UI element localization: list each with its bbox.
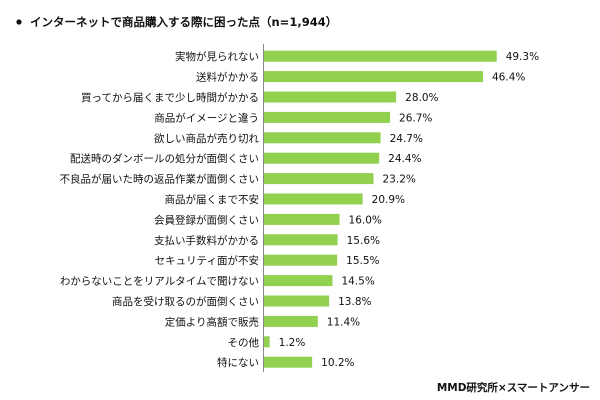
bar-value-label: 1.2%: [279, 337, 306, 349]
bars-group: 実物が見られない 49.3% 送料がかかる 46.4% 買ってから届くまで少し時間がかか…: [60, 50, 540, 369]
bar: [264, 254, 338, 266]
bar-value-label: 20.9%: [372, 194, 405, 206]
category-label: 配送時のダンボールの処分が面倒くさい: [70, 152, 259, 165]
bar: [264, 173, 374, 185]
bar: [264, 275, 333, 287]
category-label: 支払い手数料がかかる: [154, 234, 259, 247]
bar: [264, 234, 338, 246]
bar-value-label: 28.0%: [405, 92, 438, 104]
bar: [264, 71, 484, 83]
bar-value-label: 49.3%: [506, 51, 539, 63]
bar-value-label: 23.2%: [383, 174, 416, 186]
bar-value-label: 15.5%: [346, 255, 379, 267]
title-bullet: [16, 19, 22, 25]
category-label: 買ってから届くまで少し時間がかかる: [81, 91, 259, 104]
bar-value-label: 26.7%: [399, 112, 432, 124]
bar-value-label: 14.5%: [341, 276, 374, 288]
bar: [264, 91, 397, 103]
bar-value-label: 11.4%: [327, 316, 360, 328]
bar: [264, 213, 340, 225]
bar: [264, 315, 318, 327]
chart-title: インターネットで商品購入する際に困った点（n=1,944）: [30, 15, 337, 29]
bar: [264, 356, 313, 368]
category-label: 定価より高額で販売: [165, 315, 259, 328]
category-label: 実物が見られない: [175, 50, 259, 63]
bar-value-label: 24.4%: [388, 153, 421, 165]
bar-value-label: 46.4%: [492, 72, 525, 84]
category-label: その他: [228, 336, 260, 349]
category-label: 商品が届くまで不安: [165, 193, 260, 206]
category-label: 商品を受け取るのが面倒くさい: [112, 295, 259, 308]
bar-value-label: 16.0%: [349, 214, 382, 226]
category-label: 不良品が届いた時の返品作業が面倒くさい: [60, 173, 260, 186]
category-label: 商品がイメージと違う: [154, 111, 259, 124]
category-label: 特にない: [217, 357, 259, 369]
category-label: セキュリティ面が不安: [155, 254, 259, 267]
bar: [264, 132, 381, 144]
bar-value-label: 10.2%: [321, 357, 354, 369]
category-label: わからないことをリアルタイムで聞けない: [60, 276, 259, 288]
category-label: 送料がかかる: [196, 71, 259, 84]
source-credit: MMD研究所×スマートアンサー: [437, 381, 590, 394]
bar: [264, 152, 380, 164]
category-label: 欲しい商品が売り切れ: [154, 132, 259, 145]
bar: [264, 111, 391, 123]
bar: [264, 50, 497, 62]
bar: [264, 336, 270, 348]
bar: [264, 295, 330, 307]
bar-value-label: 24.7%: [390, 133, 423, 145]
bar-value-label: 13.8%: [338, 296, 371, 308]
bar-value-label: 15.6%: [347, 235, 380, 247]
bar: [264, 193, 363, 205]
category-label: 会員登録が面倒くさい: [154, 213, 259, 226]
